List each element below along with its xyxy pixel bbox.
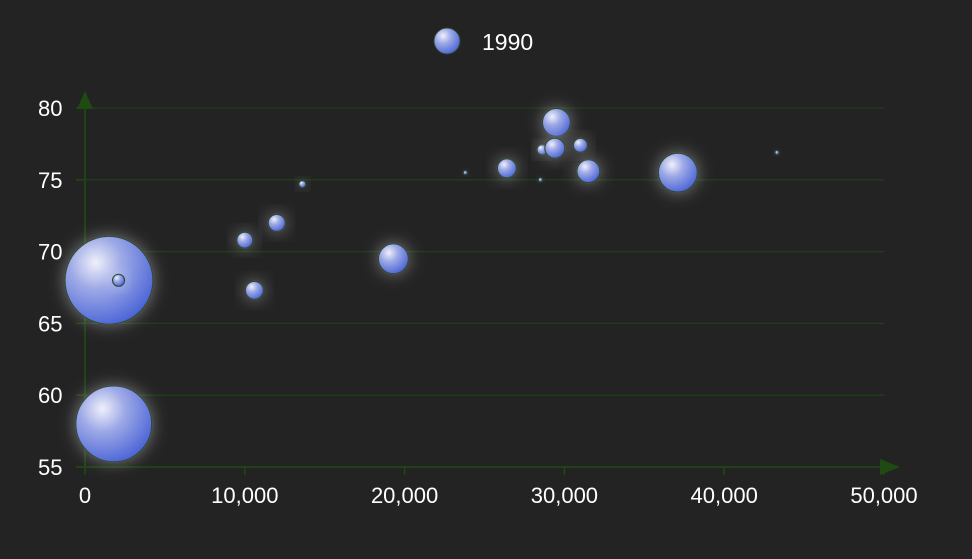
x-axis-ticks: 0 10,000 20,000 30,000 40,000 50,000 [79, 467, 918, 508]
y-axis-arrow [77, 91, 93, 109]
x-tick-label: 0 [79, 483, 91, 508]
bubble-point[interactable] [537, 177, 544, 183]
grid-lines [85, 107, 884, 396]
y-tick-label: 60 [38, 383, 62, 408]
x-tick-label: 30,000 [531, 483, 598, 508]
bubble-point[interactable] [111, 273, 126, 287]
legend[interactable]: 1990 [433, 27, 533, 55]
bubble-point[interactable] [496, 158, 517, 179]
x-axis-arrow [880, 459, 900, 475]
x-tick-label: 20,000 [371, 483, 438, 508]
bubble-point[interactable] [774, 149, 780, 156]
bubble-point[interactable] [75, 385, 153, 463]
bubble-point[interactable] [572, 137, 588, 153]
x-tick-label: 10,000 [211, 483, 278, 508]
y-tick-label: 65 [38, 311, 62, 336]
y-tick-label: 80 [38, 96, 62, 121]
bubble-point[interactable] [64, 235, 154, 325]
bubble-point[interactable] [541, 107, 572, 137]
bubble-point[interactable] [298, 180, 307, 189]
bubble-point[interactable] [544, 137, 566, 159]
bubble-point[interactable] [267, 213, 286, 232]
bubble-point[interactable] [236, 231, 254, 249]
legend-marker[interactable] [433, 27, 461, 55]
bubble-series [64, 107, 780, 463]
x-tick-label: 40,000 [691, 483, 758, 508]
bubble-point[interactable] [462, 170, 468, 176]
y-tick-label: 55 [38, 455, 62, 480]
axes [77, 91, 900, 475]
bubble-point[interactable] [377, 243, 410, 275]
legend-label[interactable]: 1990 [482, 29, 533, 55]
y-tick-label: 70 [38, 240, 62, 265]
y-axis-ticks: 55 60 65 70 75 80 [38, 96, 85, 480]
bubble-point[interactable] [244, 280, 264, 300]
bubble-point[interactable] [657, 152, 698, 193]
y-tick-label: 75 [38, 168, 62, 193]
bubble-point[interactable] [576, 159, 601, 184]
x-tick-label: 50,000 [850, 483, 917, 508]
